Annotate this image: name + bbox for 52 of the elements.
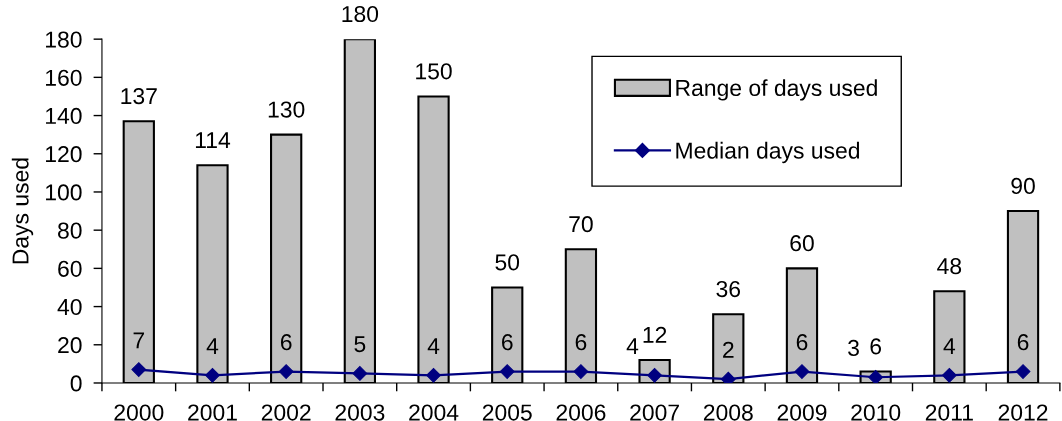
x-tick-label: 2012 xyxy=(998,404,1048,421)
y-tick-label: 60 xyxy=(58,260,82,277)
y-tick-label: 0 xyxy=(70,375,82,392)
y-tick-label: 100 xyxy=(46,184,82,201)
data-label: 6 xyxy=(575,334,587,351)
y-tick-label: 160 xyxy=(46,69,82,86)
x-tick-label: 2010 xyxy=(851,404,901,421)
data-label: 6 xyxy=(870,338,882,355)
data-label: 137 xyxy=(121,88,157,105)
data-label: 6 xyxy=(502,334,513,351)
legend-label: Median days used xyxy=(676,141,860,164)
y-tick-label: 20 xyxy=(58,337,82,354)
data-label: 150 xyxy=(416,63,452,80)
x-tick-label: 2008 xyxy=(703,404,753,421)
y-tick-label: 180 xyxy=(46,31,82,48)
x-tick-label: 2000 xyxy=(114,404,164,421)
data-label: 180 xyxy=(342,5,379,23)
x-tick-label: 2009 xyxy=(777,404,827,421)
y-tick-label: 40 xyxy=(57,298,82,316)
x-tick-label: 2005 xyxy=(482,404,532,421)
data-label: 50 xyxy=(495,254,520,271)
data-label: 70 xyxy=(569,216,593,233)
x-tick-label: 2003 xyxy=(335,404,385,421)
data-label: 36 xyxy=(716,280,741,298)
data-label: 3 xyxy=(848,339,859,357)
data-label: 6 xyxy=(280,334,292,351)
data-label: 12 xyxy=(643,326,667,343)
x-tick-label: 2002 xyxy=(261,404,311,421)
data-label: 114 xyxy=(195,132,231,148)
data-label: 6 xyxy=(796,334,808,351)
data-label: 4 xyxy=(943,338,956,354)
data-label: 5 xyxy=(354,336,366,353)
data-label: 4 xyxy=(626,338,639,354)
data-label: 48 xyxy=(937,258,962,275)
data-label: 60 xyxy=(790,235,814,252)
data-label: 130 xyxy=(268,101,305,118)
x-tick-label: 2007 xyxy=(630,404,679,421)
data-label: 7 xyxy=(133,332,145,349)
x-tick-label: 2011 xyxy=(925,404,973,421)
y-tick-label: 140 xyxy=(46,107,82,125)
x-tick-label: 2006 xyxy=(556,404,606,421)
data-label: 90 xyxy=(1011,177,1035,195)
x-tick-label: 2004 xyxy=(409,404,459,421)
y-axis-title: Days used xyxy=(11,158,34,264)
data-label: 6 xyxy=(1017,334,1029,351)
data-label: 4 xyxy=(427,338,440,354)
data-label: 4 xyxy=(206,338,219,354)
y-tick-label: 80 xyxy=(58,222,82,239)
x-tick-label: 2001 xyxy=(188,404,237,421)
legend-label: Range of days used xyxy=(676,79,877,101)
y-tick-label: 120 xyxy=(46,146,82,163)
data-label: 2 xyxy=(723,341,734,358)
